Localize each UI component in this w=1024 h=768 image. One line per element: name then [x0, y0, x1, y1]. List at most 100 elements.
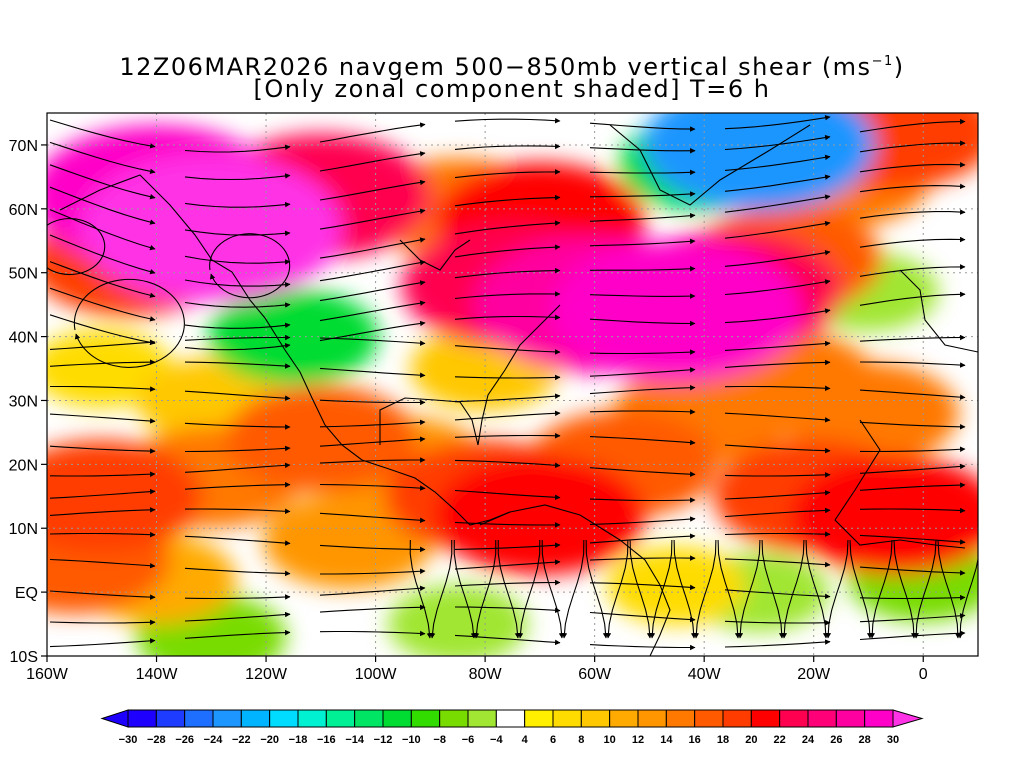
- streamline: [319, 544, 426, 553]
- lat-tick-label: 70N: [9, 138, 38, 155]
- streamline: [724, 359, 831, 368]
- colorbar-swatch: [155, 709, 186, 728]
- streamline: [49, 287, 156, 322]
- streamline: [49, 339, 156, 350]
- streamline: [589, 122, 696, 132]
- streamline: [49, 186, 156, 225]
- colorbar-swatch: [665, 709, 696, 728]
- streamline: [724, 385, 831, 392]
- colorbar-label: −16: [317, 734, 336, 746]
- colorbar-label: −14: [345, 734, 365, 746]
- lon-tick-label: 120W: [245, 666, 288, 683]
- streamline: [429, 539, 453, 639]
- coastline-europe: [899, 269, 978, 353]
- streamline: [454, 267, 561, 279]
- colorbar-swatch: [410, 709, 441, 728]
- streamline: [454, 579, 561, 587]
- lon-tick-label: 40W: [688, 666, 722, 683]
- colorbar-high-arrow: [892, 709, 924, 728]
- streamline: [184, 279, 291, 288]
- streamline: [589, 169, 696, 176]
- streamline: [319, 122, 426, 143]
- streamline: [859, 463, 966, 474]
- streamline: [49, 164, 156, 200]
- colorbar-low-arrow: [100, 709, 129, 728]
- colorbar-label: 16: [689, 734, 701, 746]
- streamline: [454, 521, 561, 528]
- colorbar-swatch: [467, 709, 497, 728]
- streamline: [724, 194, 831, 213]
- streamline: [589, 212, 696, 222]
- streamline: [589, 318, 696, 327]
- streamline: [724, 444, 831, 454]
- streamline: [454, 220, 561, 235]
- streamline: [724, 340, 831, 351]
- shear-region: [550, 240, 803, 382]
- streamline: [629, 539, 653, 639]
- streamline: [184, 361, 291, 369]
- colorbar-label: 26: [830, 734, 842, 746]
- shear-region: [607, 546, 747, 625]
- streamline: [49, 507, 156, 516]
- streamlines: [47, 114, 978, 651]
- colorbar-swatch: [269, 709, 299, 728]
- streamline: [49, 445, 156, 454]
- colorbar-swatch: [382, 709, 412, 728]
- streamline: [453, 539, 477, 639]
- colorbar-swatch: [439, 709, 469, 728]
- colorbar-swatch: [835, 709, 866, 728]
- streamline: [859, 236, 966, 248]
- streamline: [184, 255, 291, 265]
- streamline: [724, 507, 831, 518]
- streamline: [859, 507, 966, 514]
- lat-tick-label: 20N: [9, 457, 38, 474]
- streamline: [49, 638, 156, 648]
- colorbar-label: 28: [859, 734, 871, 746]
- streamline: [561, 539, 585, 639]
- coastline-south-america: [479, 504, 671, 656]
- streamline: [693, 539, 717, 639]
- streamline: [724, 174, 831, 192]
- streamline: [859, 361, 966, 368]
- streamline: [589, 436, 696, 446]
- streamline: [319, 419, 426, 428]
- streamline: [184, 481, 291, 490]
- streamline: [649, 539, 673, 639]
- streamline: [454, 559, 561, 570]
- streamline: [913, 539, 937, 639]
- streamline: [184, 594, 291, 600]
- streamline: [585, 539, 609, 639]
- streamline: [319, 280, 426, 302]
- streamline: [589, 467, 696, 477]
- streamline: [724, 134, 831, 151]
- streamline: [724, 558, 831, 568]
- colorbar-label: −30: [119, 734, 138, 746]
- streamline: [859, 482, 966, 491]
- colorbar-swatch: [609, 709, 639, 728]
- streamline: [319, 337, 426, 346]
- lon-tick-label: 0: [919, 666, 928, 683]
- colorbar-swatch: [325, 709, 356, 728]
- streamline: [724, 220, 831, 239]
- colorbar-swatch: [212, 709, 242, 728]
- streamline: [859, 118, 966, 133]
- coastline-gulf: [379, 304, 561, 446]
- streamline: [184, 201, 291, 208]
- lat-tick-label: 30N: [9, 393, 38, 410]
- streamline: [49, 531, 156, 538]
- streamline: [849, 539, 873, 639]
- streamline: [605, 539, 629, 639]
- colorbar-label: −8: [433, 734, 446, 746]
- streamline: [724, 250, 831, 267]
- chart-subtitle: [Only zonal component shaded] T=6 h: [253, 75, 771, 103]
- streamline: [184, 508, 291, 515]
- streamline: [724, 114, 831, 130]
- colorbar-swatch: [807, 709, 837, 728]
- streamline: [49, 558, 156, 569]
- circulation-loop: [73, 278, 185, 368]
- shear-region: [47, 439, 203, 553]
- colorbar-label: 22: [774, 734, 786, 746]
- colorbar-label: 20: [745, 734, 757, 746]
- streamline: [859, 264, 966, 277]
